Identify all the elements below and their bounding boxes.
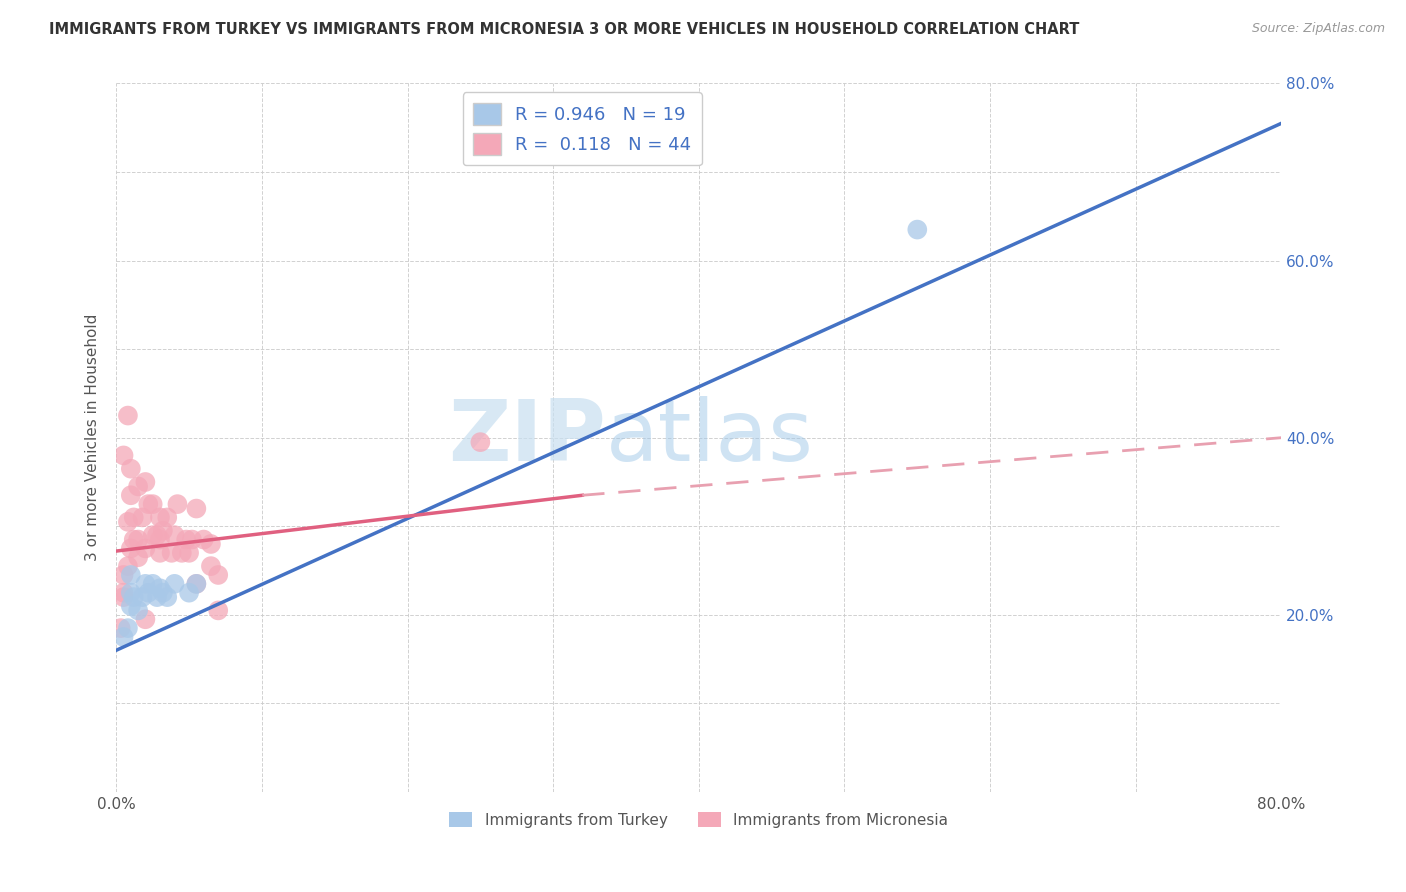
Point	[163, 577, 186, 591]
Point	[149, 533, 172, 547]
Point	[134, 475, 156, 489]
Point	[134, 577, 156, 591]
Point	[152, 585, 174, 599]
Point	[117, 559, 139, 574]
Point	[117, 621, 139, 635]
Point	[122, 590, 145, 604]
Point	[186, 501, 208, 516]
Point	[186, 577, 208, 591]
Point	[136, 585, 159, 599]
Point	[170, 546, 193, 560]
Point	[146, 528, 169, 542]
Point	[112, 590, 135, 604]
Point	[200, 559, 222, 574]
Point	[117, 515, 139, 529]
Point	[127, 550, 149, 565]
Y-axis label: 3 or more Vehicles in Household: 3 or more Vehicles in Household	[86, 314, 100, 561]
Point	[120, 599, 142, 613]
Point	[120, 488, 142, 502]
Point	[470, 435, 492, 450]
Point	[177, 546, 200, 560]
Text: atlas: atlas	[606, 396, 814, 479]
Point	[207, 603, 229, 617]
Point	[112, 630, 135, 644]
Point	[120, 541, 142, 556]
Point	[152, 524, 174, 538]
Point	[117, 409, 139, 423]
Point	[156, 590, 179, 604]
Point	[142, 577, 165, 591]
Point	[186, 577, 208, 591]
Text: ZIP: ZIP	[449, 396, 606, 479]
Point	[122, 510, 145, 524]
Legend: Immigrants from Turkey, Immigrants from Micronesia: Immigrants from Turkey, Immigrants from …	[443, 805, 955, 834]
Text: Source: ZipAtlas.com: Source: ZipAtlas.com	[1251, 22, 1385, 36]
Point	[112, 585, 135, 599]
Point	[156, 510, 179, 524]
Point	[122, 533, 145, 547]
Point	[174, 533, 197, 547]
Point	[193, 533, 215, 547]
Point	[127, 479, 149, 493]
Point	[134, 541, 156, 556]
Point	[142, 497, 165, 511]
Point	[134, 612, 156, 626]
Point	[142, 528, 165, 542]
Point	[127, 603, 149, 617]
Text: IMMIGRANTS FROM TURKEY VS IMMIGRANTS FROM MICRONESIA 3 OR MORE VEHICLES IN HOUSE: IMMIGRANTS FROM TURKEY VS IMMIGRANTS FRO…	[49, 22, 1080, 37]
Point	[149, 510, 172, 524]
Point	[177, 585, 200, 599]
Point	[136, 497, 159, 511]
Point	[200, 537, 222, 551]
Point	[127, 533, 149, 547]
Point	[120, 568, 142, 582]
Point	[110, 621, 132, 635]
Point	[181, 533, 204, 547]
Point	[120, 585, 142, 599]
Point	[146, 590, 169, 604]
Point	[120, 461, 142, 475]
Point	[112, 449, 135, 463]
Point	[166, 497, 188, 511]
Point	[163, 528, 186, 542]
Point	[131, 590, 153, 604]
Point	[149, 581, 172, 595]
Point	[112, 568, 135, 582]
Point	[160, 546, 183, 560]
Point	[207, 568, 229, 582]
Point	[149, 546, 172, 560]
Point	[131, 510, 153, 524]
Point	[905, 222, 928, 236]
